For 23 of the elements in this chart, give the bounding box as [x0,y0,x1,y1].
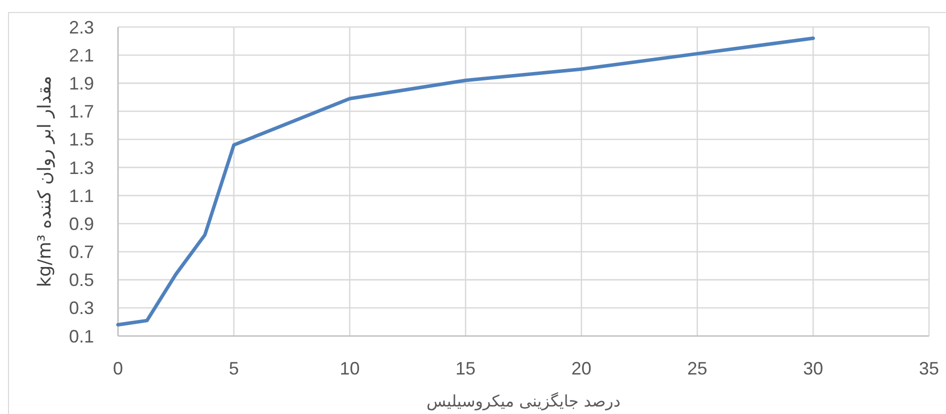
line-series [116,36,815,327]
x-tick-label: 25 [687,358,708,378]
x-tick-label: 0 [112,358,124,378]
y-tick-label: 0.3 [68,298,94,318]
y-tick-label: 2.3 [68,17,94,38]
x-axis-title: درصد جایگزینی میکروسیلیس [426,392,621,411]
y-tick-label: 0.9 [68,214,94,234]
y-tick-label: 1.9 [68,73,94,94]
y-tick-label: 1.5 [68,130,94,150]
y-tick-label: 0.1 [68,326,94,346]
x-tick-label: 35 [918,358,940,378]
x-tick-label: 20 [571,358,592,378]
x-tick-label: 15 [456,358,476,378]
x-tick-label: 10 [340,358,360,378]
y-tick-label: 0.5 [68,270,94,290]
x-tick-label: 5 [228,358,239,378]
x-tick-label: 30 [803,358,824,378]
y-tick-label: 1.1 [68,186,94,206]
y-tick-label: 1.3 [68,158,94,178]
y-tick-label: 2.1 [68,45,94,66]
y-tick-label: 0.7 [68,242,94,262]
y-tick-label: 1.7 [68,102,94,122]
y-axis-title: مقدار ابر روان کننده kg/m³ [34,76,56,288]
